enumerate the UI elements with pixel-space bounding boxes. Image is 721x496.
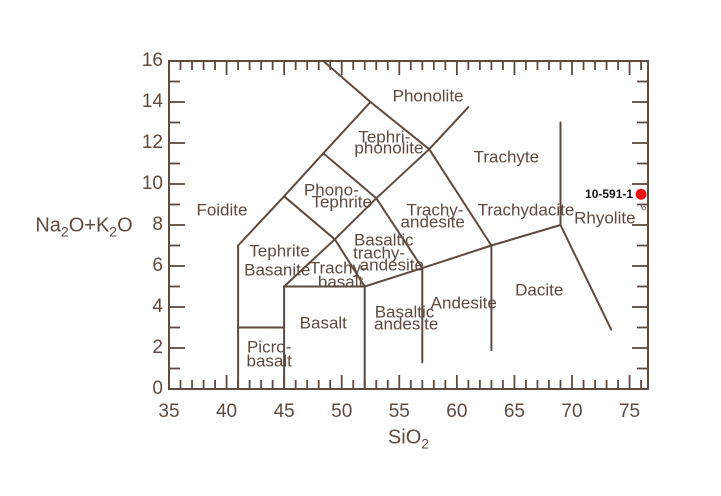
x-tick-label: 50 [331, 401, 353, 422]
x-axis-title: SiO2 [388, 427, 429, 452]
field-label: Phonolite [392, 86, 464, 106]
y-tick-label: 14 [141, 91, 163, 112]
y-axis-title-text: Na [35, 214, 61, 237]
field-boundary [322, 152, 378, 200]
y-axis-title-text: O [117, 214, 133, 237]
field-label: Andesite [430, 293, 497, 313]
field-label: Foidite [196, 200, 248, 220]
y-tick-label: 10 [141, 173, 163, 194]
field-label: Trachy- [309, 258, 367, 278]
field-boundary [283, 195, 336, 241]
field-label: Rhyolite [574, 208, 636, 228]
y-tick-label: 4 [152, 296, 163, 317]
x-axis-title-sub: 2 [421, 435, 430, 452]
field-label: Phono- [303, 180, 359, 200]
x-tick-label: 70 [561, 401, 583, 422]
y-tick-label: 0 [152, 378, 163, 399]
y-axis-title-sub: 2 [60, 223, 69, 240]
field-label: Trachyte [473, 147, 540, 167]
field-boundary [369, 101, 493, 247]
field-label: Dacite [515, 280, 564, 300]
x-tick-label: 60 [446, 401, 468, 422]
field-boundary [559, 224, 613, 331]
field-label: trachy- [353, 243, 406, 263]
x-tick-label: 45 [273, 401, 295, 422]
y-tick-label: 2 [152, 337, 163, 358]
y-axis-title-sub: 2 [109, 223, 118, 240]
field-boundary [333, 238, 366, 288]
field-boundary [237, 60, 372, 390]
field-label: Trachy- [406, 200, 464, 220]
field-label: Tephri- [358, 127, 411, 147]
field-boundary [283, 285, 366, 390]
y-tick-label: 16 [141, 50, 163, 71]
field-label: andesite [400, 212, 465, 232]
y-axis-title: Na2O+K2O [35, 215, 132, 240]
field-label: Basalt [299, 313, 347, 333]
field-label: andesite [359, 255, 424, 275]
y-tick-label: 6 [152, 255, 163, 276]
field-label: andesite [374, 314, 439, 334]
sample-point-label: 10-591-1 [585, 187, 634, 202]
field-label: Tephrite [311, 192, 372, 212]
x-tick-label: 35 [158, 401, 180, 422]
field-label: phonolite [354, 138, 424, 158]
field-label: Basanite [244, 260, 311, 280]
field-label: Basaltic [374, 302, 435, 322]
x-tick-label: 75 [618, 401, 641, 422]
x-tick-label: 65 [503, 401, 525, 422]
y-tick-label: 8 [152, 214, 163, 235]
y-axis-title-text: O+K [68, 214, 110, 237]
field-label: basalt [317, 272, 364, 292]
field-label: Trachydacite [477, 200, 575, 220]
field-boundary [375, 197, 424, 270]
stray-glyph: 9 [639, 202, 648, 213]
field-label: Picro- [246, 337, 292, 357]
y-tick-label: 12 [141, 132, 163, 153]
field-label: Basaltic [353, 230, 414, 250]
x-axis-title-text: SiO [387, 426, 422, 449]
x-tick-label: 55 [388, 401, 410, 422]
field-label: basalt [246, 351, 292, 371]
field-label: Tephrite [249, 241, 310, 261]
x-tick-label: 40 [215, 401, 238, 422]
sample-point [635, 188, 647, 200]
